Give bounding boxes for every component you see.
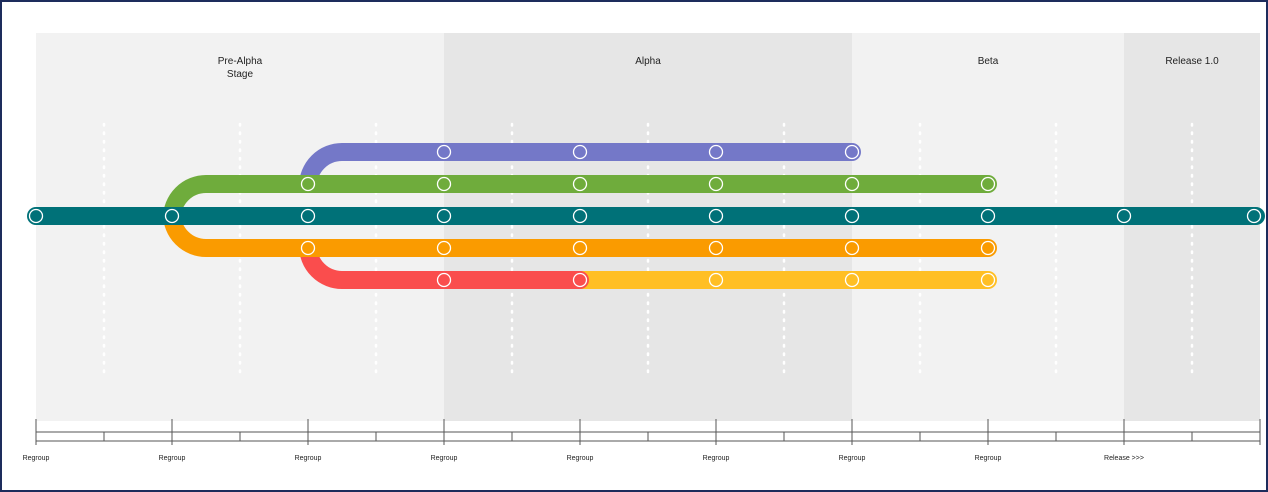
milestone-label: Regroup [431,455,458,462]
timeline-axis [35,419,1261,445]
station-teal [28,208,44,224]
phase-label-pre-alpha-line1: Pre-Alpha [218,56,263,67]
milestone-label: Regroup [975,455,1002,462]
station-green [572,176,588,192]
station-teal [300,208,316,224]
milestone-label: Regroup [159,455,186,462]
milestone-label: Regroup [567,455,594,462]
phase-label-beta: Beta [978,56,999,67]
phase-label-release: Release 1.0 [1165,56,1219,67]
station-teal [708,208,724,224]
station-purple [436,144,452,160]
station-teal [572,208,588,224]
phase-label-pre-alpha-line2: Stage [227,69,254,80]
station-teal [1246,208,1262,224]
station-purple [708,144,724,160]
milestone-label: Regroup [295,455,322,462]
station-green [844,176,860,192]
station-orange [572,240,588,256]
phase-labels: Pre-Alpha Stage Alpha Beta Release 1.0 [218,56,1219,80]
guide-lines [102,122,1194,376]
station-orange [300,240,316,256]
station-teal [844,208,860,224]
stations [28,144,1262,288]
milestone-label: Regroup [703,455,730,462]
milestone-label: Regroup [839,455,866,462]
station-teal [980,208,996,224]
station-teal [1116,208,1132,224]
station-yellow [708,272,724,288]
milestone-label: Release >>> [1104,455,1144,462]
station-purple [844,144,860,160]
station-teal [436,208,452,224]
station-orange [844,240,860,256]
station-teal [164,208,180,224]
phase-band-beta [852,33,1124,421]
station-orange [436,240,452,256]
station-red [572,272,588,288]
station-yellow [980,272,996,288]
station-green [980,176,996,192]
station-purple [572,144,588,160]
phase-label-alpha: Alpha [635,56,661,67]
station-green [708,176,724,192]
station-yellow [844,272,860,288]
milestone-labels: Regroup Regroup Regroup Regroup Regroup … [23,455,1144,462]
milestone-label: Regroup [23,455,50,462]
station-red [436,272,452,288]
tracks [27,143,1265,289]
station-green [436,176,452,192]
station-green [300,176,316,192]
station-orange [708,240,724,256]
station-orange [980,240,996,256]
